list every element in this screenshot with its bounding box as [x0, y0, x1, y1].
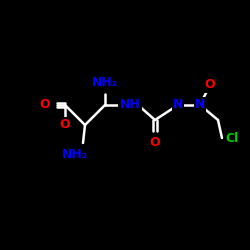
Text: Cl: Cl: [226, 132, 238, 144]
Text: NH₂: NH₂: [62, 148, 88, 162]
Text: O: O: [60, 118, 70, 132]
Text: O: O: [40, 98, 50, 112]
Text: NH₂: NH₂: [92, 76, 118, 88]
Text: O: O: [150, 136, 160, 149]
Text: N: N: [195, 98, 205, 112]
Text: N: N: [173, 98, 183, 112]
Text: O: O: [205, 78, 215, 92]
Text: NH: NH: [120, 98, 141, 112]
